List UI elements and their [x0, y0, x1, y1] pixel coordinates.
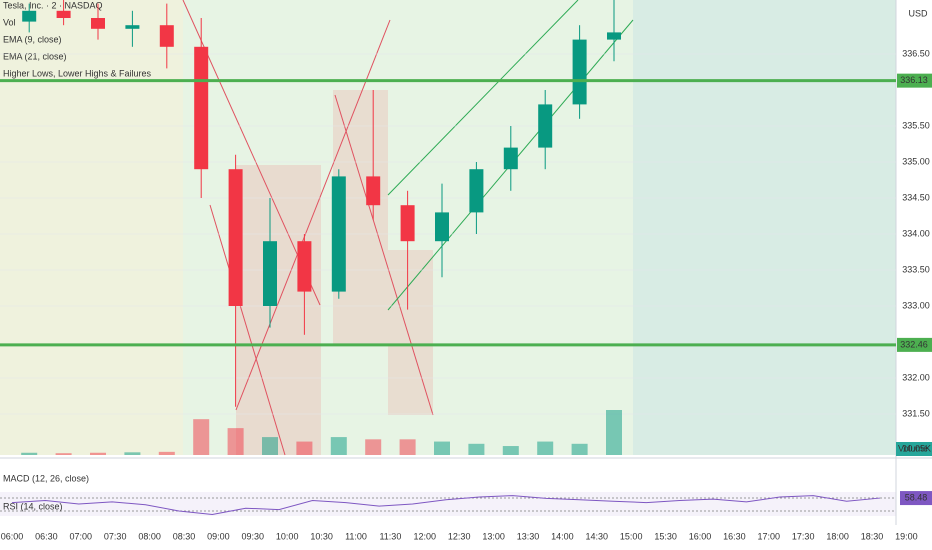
rsi-title: RSI (14, close)	[3, 501, 63, 511]
x-tick-label: 12:00	[414, 531, 437, 541]
x-tick-label: 14:00	[551, 531, 574, 541]
rsi-label: 58.48	[905, 492, 928, 502]
volume-bar	[537, 441, 554, 455]
x-tick-label: 06:00	[1, 531, 24, 541]
x-tick-label: 17:30	[792, 531, 815, 541]
x-tick-label: 18:00	[826, 531, 849, 541]
x-tick-label: 09:00	[207, 531, 230, 541]
volume-bar	[502, 446, 519, 455]
volume-bar	[124, 452, 141, 455]
y-tick-label: 332.00	[902, 372, 930, 382]
candle-body	[572, 39, 587, 105]
premarket-bg	[0, 0, 183, 455]
y-tick-label: 334.00	[902, 228, 930, 238]
candle-body	[91, 18, 105, 29]
x-tick-label: 13:00	[482, 531, 505, 541]
afterhours-bg	[633, 0, 896, 455]
level-label: 332.46	[900, 339, 928, 349]
candle-body	[331, 176, 346, 292]
zone	[388, 250, 433, 415]
volume-tag	[896, 442, 932, 456]
rsi-band	[0, 492, 896, 516]
indicator: Higher Lows, Lower Highs & Failures	[3, 68, 152, 78]
candle-body	[400, 205, 415, 242]
x-tick-label: 13:30	[517, 531, 540, 541]
volume-bar	[606, 410, 622, 455]
channel-line	[387, 0, 579, 196]
volume-bar	[55, 453, 72, 455]
indicator: Vol	[3, 17, 16, 27]
x-tick-label: 16:30	[723, 531, 746, 541]
x-tick-label: 08:00	[138, 531, 161, 541]
x-tick-label: 07:00	[70, 531, 93, 541]
volume-label: 10.05K	[902, 443, 931, 453]
x-tick-label: 11:30	[379, 531, 401, 541]
candle-body	[194, 46, 209, 170]
candle-body	[607, 32, 621, 40]
candle-body	[469, 169, 484, 213]
candle-body	[263, 241, 277, 306]
candle-body	[56, 10, 71, 18]
volume-bar	[262, 437, 278, 455]
volume-bar	[434, 441, 450, 455]
candle-body	[228, 169, 243, 306]
y-tick-label: 333.00	[902, 300, 930, 310]
y-tick-label: 334.50	[902, 192, 930, 202]
volume-bar	[296, 441, 313, 455]
candle-body	[503, 147, 518, 170]
volume-bar	[468, 443, 485, 455]
x-tick-label: 08:30	[173, 531, 196, 541]
x-tick-label: 19:00	[895, 531, 918, 541]
candle-body	[125, 25, 140, 29]
candle-body	[159, 25, 174, 47]
x-tick-label: 14:30	[586, 531, 609, 541]
level-tag	[897, 337, 932, 352]
chart-title: Tesla, Inc. · 2 · NASDAQ	[3, 0, 103, 10]
indicator: EMA (9, close)	[3, 34, 62, 44]
volume-title: Volume	[898, 443, 928, 453]
volume-bar	[90, 452, 106, 455]
volume-bar	[227, 428, 244, 455]
y-tick-label: 333.50	[902, 264, 930, 274]
x-tick-label: 09:30	[242, 531, 265, 541]
currency: USD	[908, 8, 928, 18]
x-tick-label: 15:30	[654, 531, 677, 541]
volume-bar	[158, 451, 175, 455]
volume-bar	[21, 452, 38, 455]
y-tick-label: 331.50	[902, 408, 930, 418]
rsi-line	[11, 495, 881, 516]
channel-line	[334, 94, 434, 416]
candle-body	[435, 212, 449, 242]
zone	[236, 165, 321, 455]
x-tick-label: 07:30	[104, 531, 127, 541]
x-tick-label: 18:30	[861, 531, 884, 541]
y-tick-label: 336.50	[902, 48, 930, 58]
candle-body	[22, 10, 37, 22]
x-tick-label: 11:00	[345, 531, 367, 541]
macd-title: MACD (12, 26, close)	[3, 473, 89, 483]
volume-bar	[365, 439, 382, 455]
candle-body	[538, 104, 553, 148]
candle-body	[297, 241, 312, 292]
volume-bar	[571, 443, 588, 455]
x-tick-label: 06:30	[35, 531, 58, 541]
y-tick-label: 335.50	[902, 120, 930, 130]
x-tick-label: 16:00	[689, 531, 712, 541]
volume-bar	[330, 437, 347, 455]
candle-body	[366, 176, 381, 206]
volume-bar	[399, 439, 416, 455]
x-tick-label: 10:00	[276, 531, 299, 541]
y-tick-label: 335.00	[902, 156, 930, 166]
channel-line	[209, 204, 286, 456]
x-tick-label: 10:30	[310, 531, 333, 541]
level-label: 336.13	[900, 75, 928, 85]
rsi-tag	[900, 491, 932, 506]
level-tag	[897, 73, 932, 88]
x-tick-label: 15:00	[620, 531, 643, 541]
x-tick-label: 12:30	[448, 531, 471, 541]
x-tick-label: 17:00	[758, 531, 781, 541]
volume-bar	[193, 419, 210, 455]
indicator: EMA (21, close)	[3, 51, 67, 61]
